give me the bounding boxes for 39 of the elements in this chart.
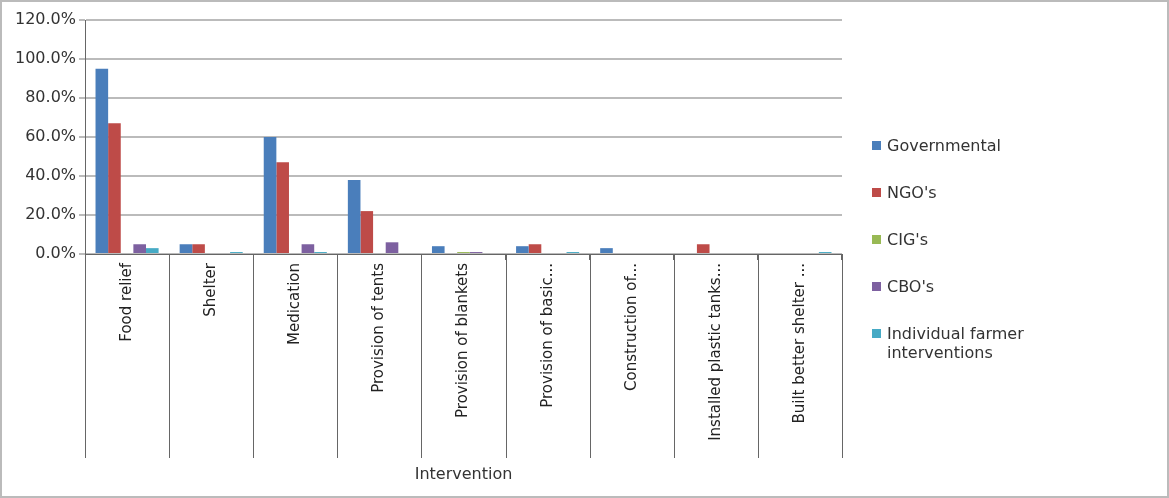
x-axis-title: Intervention — [414, 463, 513, 483]
x-tick-label: Installed plastic tanks... — [705, 263, 724, 441]
bar — [263, 137, 277, 253]
bar — [600, 248, 613, 253]
y-tick-label: 40.0% — [25, 165, 77, 185]
bar — [301, 244, 315, 253]
legend-label: Governmental — [887, 136, 1002, 155]
bar — [696, 244, 710, 253]
x-tick-label: Construction of... — [621, 263, 640, 391]
bar — [516, 246, 529, 253]
y-tick-label: 60.0% — [25, 126, 77, 146]
bar — [431, 246, 445, 253]
x-tick-label: Built better shelter ... — [789, 263, 808, 424]
bar — [108, 123, 121, 253]
x-tick-label: Provision of basic... — [537, 263, 556, 408]
x-tick-label: Provision of blankets — [453, 262, 472, 418]
bar — [347, 179, 361, 253]
bar — [360, 211, 374, 253]
legend-label: CIG's — [887, 230, 929, 249]
bar — [192, 244, 205, 253]
x-tick-label: Shelter — [201, 262, 220, 317]
bar — [179, 244, 193, 253]
y-tick-label: 80.0% — [25, 87, 77, 107]
bar — [133, 244, 146, 253]
bar — [145, 248, 159, 253]
bar — [528, 244, 542, 253]
y-tick-label: 100.0% — [14, 48, 77, 68]
bar — [95, 68, 109, 253]
y-tick-label: 120.0% — [14, 9, 77, 29]
x-tick-label: Food relief — [116, 262, 135, 342]
legend-label: Individual farmer interventions — [887, 324, 1025, 362]
y-tick-label: 0.0% — [35, 243, 77, 263]
x-tick-label: Provision of tents — [369, 262, 388, 393]
legend-label: CBO's — [887, 277, 935, 296]
y-tick-label: 20.0% — [25, 204, 77, 224]
legend-label: NGO's — [887, 183, 937, 202]
x-tick-label: Medication — [285, 263, 304, 346]
bar — [385, 242, 399, 253]
bar — [276, 162, 289, 253]
